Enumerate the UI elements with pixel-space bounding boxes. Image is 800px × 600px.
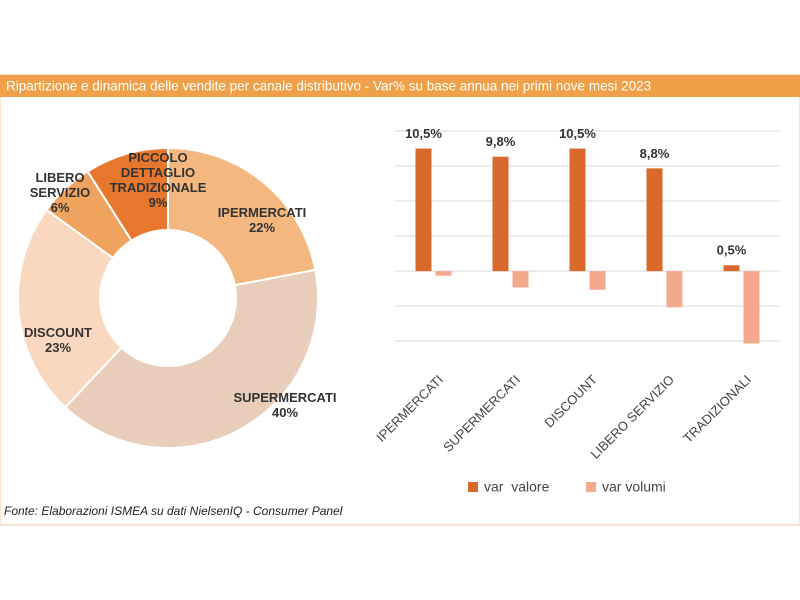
legend-label: var volumi <box>602 479 666 495</box>
bar <box>743 271 760 344</box>
slice-label: SUPERMERCATI 40% <box>225 390 345 420</box>
value-label: 8,8% <box>640 146 670 161</box>
slice-label: PICCOLO DETTAGLIO TRADIZIONALE 9% <box>108 150 208 210</box>
value-label: 10,5% <box>559 126 596 141</box>
slice-category: LIBERO SERVIZIO <box>29 170 91 200</box>
legend-swatch <box>468 482 478 492</box>
title: Ripartizione e dinamica delle vendite pe… <box>6 79 651 94</box>
bar <box>589 271 606 290</box>
slice-label: DISCOUNT 23% <box>0 325 118 355</box>
bar <box>666 271 683 308</box>
slice-value: 23% <box>44 340 72 355</box>
slice-value: 9% <box>148 195 168 210</box>
donut-slice <box>17 208 123 409</box>
donut-slice <box>63 268 319 449</box>
slice-category: PICCOLO DETTAGLIO TRADIZIONALE <box>109 150 207 195</box>
slice-value: 40% <box>271 405 299 420</box>
x-tick-label: SUPERMERCATI <box>440 372 523 455</box>
slice-label: IPERMERCATI 22% <box>202 205 322 235</box>
legend-swatch <box>586 482 596 492</box>
bar <box>415 148 432 272</box>
value-label: 10,5% <box>405 126 442 141</box>
x-tick-label: TRADIZIONALI <box>680 372 754 446</box>
bar <box>723 265 740 272</box>
legend-label: var valore <box>484 479 550 495</box>
value-label: 9,8% <box>486 134 516 149</box>
x-tick-label: DISCOUNT <box>541 372 600 431</box>
bar <box>646 168 663 272</box>
slice-value: 22% <box>248 220 276 235</box>
slice-label: LIBERO SERVIZIO 6% <box>20 170 100 215</box>
donut-slice <box>167 146 317 287</box>
bar <box>512 271 529 288</box>
donut-slice <box>86 146 169 242</box>
bar <box>569 148 586 272</box>
value-label: 0,5% <box>717 243 747 258</box>
source: Fonte: Elaborazioni ISMEA su dati Nielse… <box>4 504 343 518</box>
bar <box>435 271 452 276</box>
slice-category: IPERMERCATI <box>217 205 307 220</box>
x-tick-label: IPERMERCATI <box>373 372 446 445</box>
slice-category: SUPERMERCATI <box>233 390 337 405</box>
x-tick-label: LIBERO SERVIZIO <box>587 372 677 462</box>
slice-value: 6% <box>50 200 70 215</box>
slice-category: DISCOUNT <box>24 325 92 340</box>
banner <box>0 75 800 97</box>
bar <box>492 156 509 272</box>
